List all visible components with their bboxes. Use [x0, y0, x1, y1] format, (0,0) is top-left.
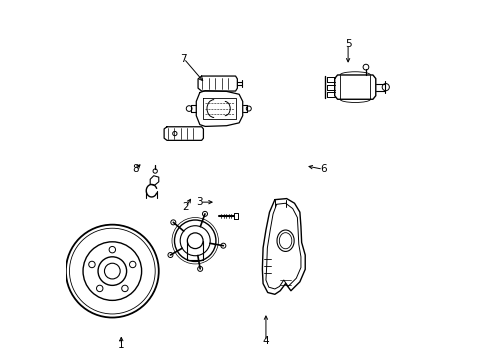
Text: 5: 5 — [344, 39, 351, 49]
Text: 2: 2 — [182, 202, 188, 212]
Text: 7: 7 — [180, 54, 187, 64]
Text: 6: 6 — [319, 164, 325, 174]
Text: 8: 8 — [132, 164, 139, 174]
Text: 3: 3 — [196, 197, 203, 207]
Text: 4: 4 — [262, 337, 269, 346]
Text: 1: 1 — [118, 340, 124, 350]
